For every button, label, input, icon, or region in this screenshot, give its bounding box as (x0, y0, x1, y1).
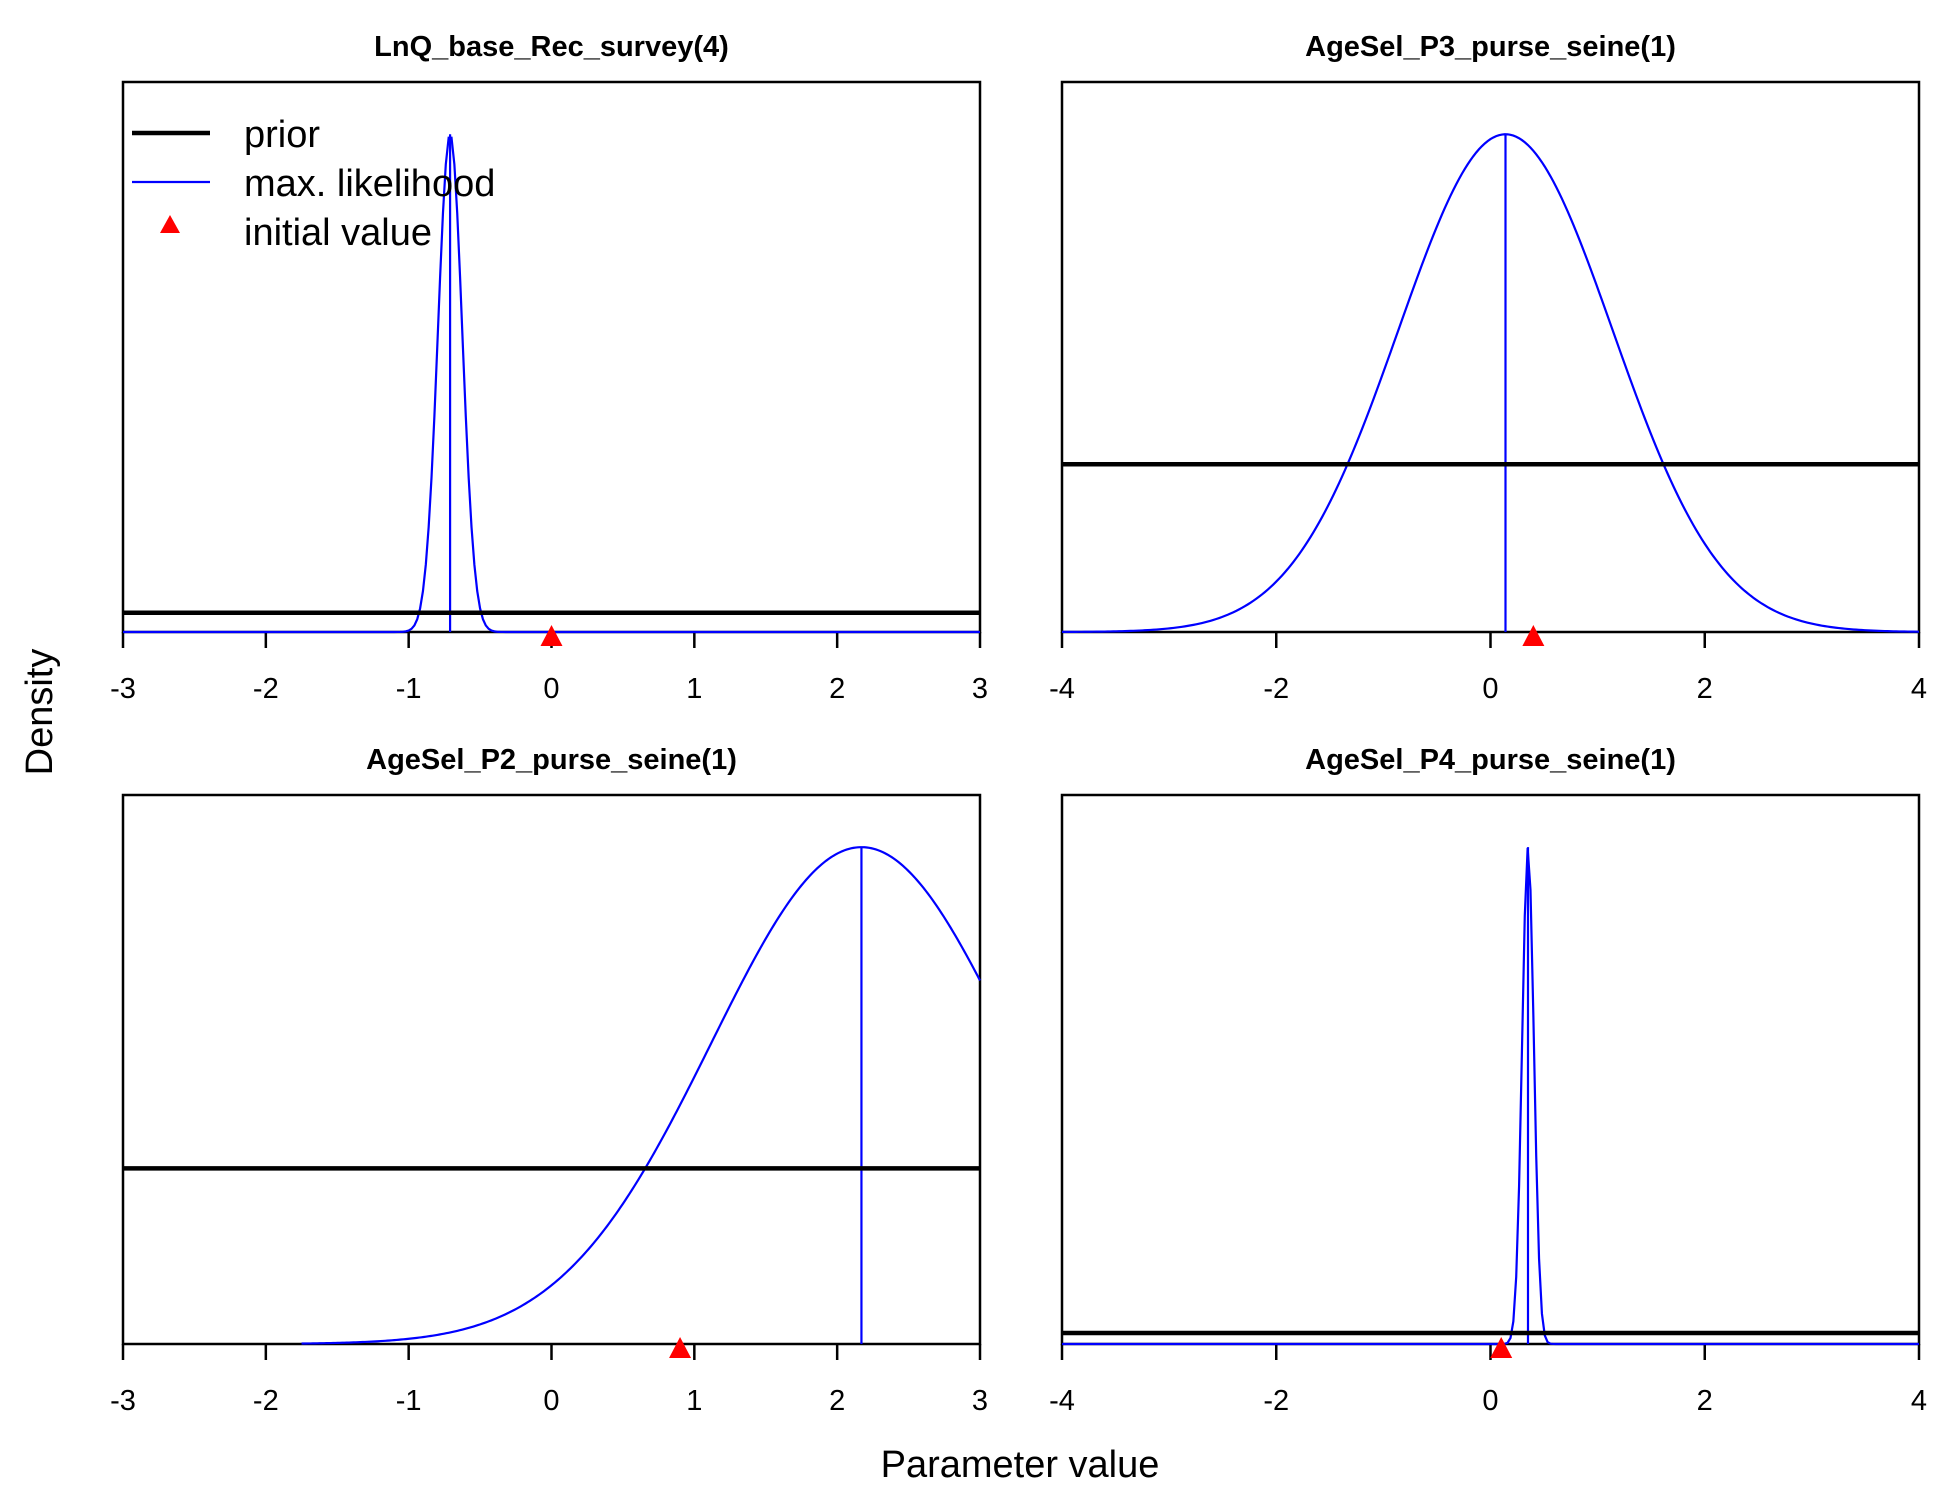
x-tick-label: 4 (1911, 673, 1927, 705)
initial-value-marker (669, 1337, 692, 1358)
initial-value-marker (1522, 625, 1545, 646)
panel-title: LnQ_base_Rec_survey(4) (374, 31, 729, 63)
plot-frame (1060, 80, 1921, 634)
x-tick-label: -2 (1263, 1385, 1289, 1417)
panel-4: AgeSel_P4_purse_seine(1) -4 -2 0 2 4 (1049, 744, 1927, 1417)
x-tick-label: 2 (1697, 673, 1713, 705)
x-tick-label: 2 (1697, 1385, 1713, 1417)
panel-title: AgeSel_P2_purse_seine(1) (366, 744, 737, 776)
x-tick-label: 2 (829, 1385, 845, 1417)
x-tick-label: 2 (829, 673, 845, 705)
panel-1: LnQ_base_Rec_survey(4) -3 -2 -1 0 1 2 3 (110, 31, 988, 705)
panels: LnQ_base_Rec_survey(4)-3 -2 -1 0 1 2 3AgeSel_P… (110, 31, 1927, 1417)
max-likelihood-curve (301, 846, 981, 1345)
x-tick-label: 0 (543, 1385, 559, 1417)
x-tick-label: -2 (253, 1385, 279, 1417)
panel-2: AgeSel_P3_purse_seine(1) -4 -2 0 2 4 (1049, 31, 1927, 705)
plot-frame (121, 793, 982, 1346)
x-tick-label: 4 (1911, 1385, 1927, 1417)
x-tick-label: 3 (972, 1385, 988, 1417)
panel-3: AgeSel_P2_purse_seine(1) -3 -2 -1 0 1 2 3 (110, 744, 988, 1417)
initial-value-marker (1490, 1337, 1513, 1358)
initial-value-marker (540, 625, 563, 646)
x-tick-label: 3 (972, 673, 988, 705)
legend-label-2: max. likelihood (244, 163, 495, 205)
x-tick-label: 1 (686, 673, 702, 705)
legend-swatch-3 (160, 215, 180, 233)
panel-title: AgeSel_P3_purse_seine(1) (1305, 31, 1676, 63)
x-tick-label: -2 (1263, 673, 1289, 705)
x-axis-title: Parameter value (881, 1444, 1160, 1486)
x-tick-label: 1 (686, 1385, 702, 1417)
legend: prior max. likelihood initial value (132, 114, 495, 254)
x-tick-label: 0 (543, 673, 559, 705)
max-likelihood-curve (1062, 847, 1919, 1346)
max-likelihood-curve (1061, 133, 1920, 634)
x-tick-label: 0 (1482, 673, 1498, 705)
x-tick-label: -3 (110, 673, 136, 705)
legend-label-3: initial value (244, 212, 432, 254)
x-tick-label: -2 (253, 673, 279, 705)
x-tick-label: -1 (396, 1385, 422, 1417)
panel-title: AgeSel_P4_purse_seine(1) (1305, 744, 1676, 776)
x-tick-label: 0 (1482, 1385, 1498, 1417)
plot-frame (1060, 793, 1921, 1346)
legend-label-1: prior (244, 114, 320, 156)
y-axis-title: Density (19, 649, 61, 776)
x-tick-label: -4 (1049, 673, 1075, 705)
x-tick-label: -3 (110, 1385, 136, 1417)
x-tick-label: -4 (1049, 1385, 1075, 1417)
x-tick-label: -1 (396, 673, 422, 705)
